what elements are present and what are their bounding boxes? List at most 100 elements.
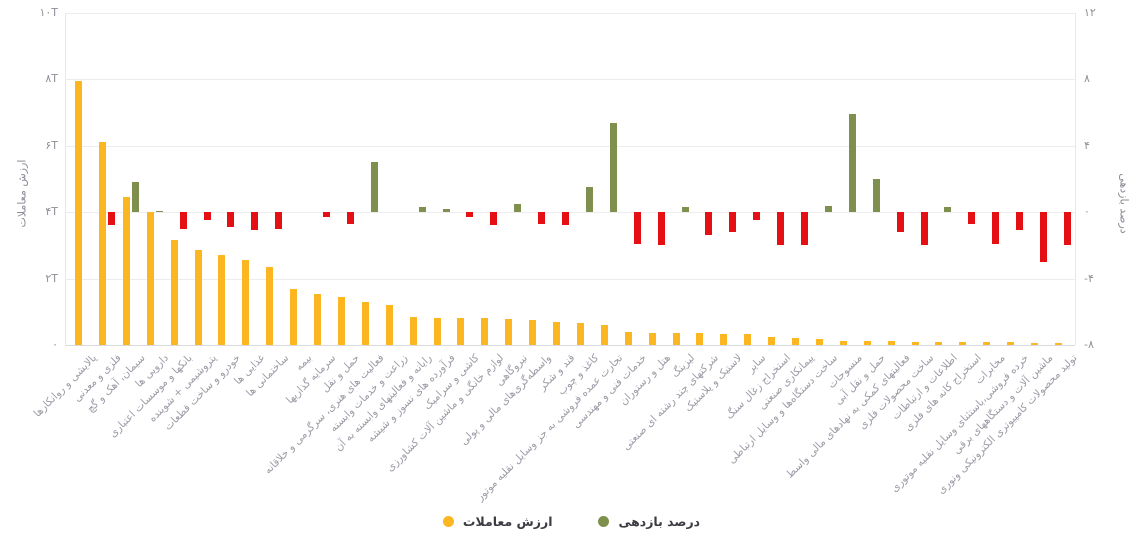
value-bar[interactable] — [290, 288, 298, 345]
value-bar[interactable] — [314, 293, 321, 345]
return-bar[interactable] — [585, 187, 593, 213]
return-bar[interactable] — [777, 212, 785, 246]
value-bar[interactable] — [1054, 343, 1062, 345]
return-bar[interactable] — [107, 212, 115, 226]
right-axis-line — [1075, 13, 1076, 345]
value-bar[interactable] — [218, 255, 226, 345]
return-bar[interactable] — [227, 212, 235, 228]
value-bar[interactable] — [194, 250, 202, 345]
value-bar[interactable] — [768, 337, 776, 345]
value-bar[interactable] — [361, 301, 369, 345]
value-bar[interactable] — [553, 321, 560, 345]
value-bar[interactable] — [720, 334, 728, 345]
return-bar[interactable] — [1063, 212, 1071, 246]
return-bar[interactable] — [442, 208, 450, 213]
return-bar[interactable] — [729, 212, 737, 233]
plot-area — [65, 13, 1075, 345]
value-bar[interactable] — [935, 341, 943, 345]
value-bar[interactable] — [1007, 342, 1015, 345]
gridline — [65, 145, 1075, 147]
gridline — [65, 278, 1075, 280]
value-bar[interactable] — [1031, 342, 1038, 345]
value-bar[interactable] — [672, 333, 680, 345]
left-axis-tick-label: ۲T — [45, 271, 58, 285]
return-bar[interactable] — [346, 212, 354, 224]
value-bar[interactable] — [409, 316, 417, 345]
return-bar[interactable] — [538, 212, 546, 224]
return-bar[interactable] — [896, 212, 904, 233]
right-axis-title: درصد بازدهی — [1117, 173, 1131, 234]
return-bar[interactable] — [753, 212, 761, 220]
value-bar[interactable] — [170, 240, 178, 345]
return-bar[interactable] — [131, 182, 139, 213]
value-bar[interactable] — [266, 266, 274, 345]
return-bar[interactable] — [323, 212, 330, 218]
value-bar[interactable] — [146, 212, 154, 345]
return-bar[interactable] — [203, 212, 211, 220]
value-bar[interactable] — [887, 341, 895, 345]
value-bar[interactable] — [337, 296, 345, 345]
value-bar[interactable] — [815, 339, 823, 345]
value-bar[interactable] — [744, 334, 752, 345]
gridline — [65, 79, 1075, 81]
value-bar[interactable] — [863, 340, 871, 345]
gridline — [65, 13, 1075, 14]
value-bar[interactable] — [433, 317, 441, 345]
return-bar[interactable] — [633, 212, 641, 244]
return-bar[interactable] — [179, 212, 187, 229]
value-bar[interactable] — [959, 342, 967, 345]
value-bar[interactable] — [911, 341, 919, 345]
legend-label: درصد بازدهی — [618, 514, 701, 529]
value-bar[interactable] — [576, 322, 584, 345]
value-bar[interactable] — [481, 318, 489, 345]
value-bar[interactable] — [457, 318, 465, 345]
return-bar[interactable] — [514, 203, 522, 213]
return-bar[interactable] — [1016, 212, 1024, 231]
right-axis-tick-label: -۴ — [1084, 271, 1094, 285]
value-bar[interactable] — [505, 319, 513, 345]
legend-item-trade-value[interactable]: ارزش معاملات — [442, 514, 552, 529]
value-bar[interactable] — [529, 320, 537, 345]
value-bar[interactable] — [98, 142, 106, 345]
return-bar[interactable] — [418, 207, 426, 213]
value-bar[interactable] — [624, 331, 632, 345]
left-axis-tick-label: ۶T — [45, 138, 58, 152]
value-bar[interactable] — [122, 197, 130, 345]
return-bar[interactable] — [466, 212, 474, 218]
return-bar[interactable] — [657, 212, 665, 246]
value-bar[interactable] — [696, 333, 704, 345]
return-bar[interactable] — [705, 212, 713, 236]
left-axis-title: ارزش معاملات — [15, 159, 29, 228]
value-bar[interactable] — [792, 338, 799, 345]
legend-item-return-percent[interactable]: درصد بازدهی — [598, 514, 700, 529]
return-bar[interactable] — [275, 212, 283, 229]
value-bar[interactable] — [75, 81, 82, 345]
value-bar[interactable] — [242, 260, 250, 345]
return-bar[interactable] — [992, 212, 1000, 244]
return-bar[interactable] — [370, 162, 378, 213]
return-bar[interactable] — [848, 114, 856, 213]
return-bar[interactable] — [872, 179, 880, 213]
return-bar[interactable] — [562, 212, 569, 225]
value-bar[interactable] — [983, 342, 991, 345]
value-bar[interactable] — [600, 325, 608, 345]
return-bar[interactable] — [944, 207, 952, 213]
trade-value-legend-dot-icon — [442, 516, 454, 527]
return-bar[interactable] — [801, 212, 808, 245]
return-bar[interactable] — [968, 212, 976, 224]
return-bar[interactable] — [1040, 212, 1047, 262]
return-bar[interactable] — [609, 122, 617, 213]
return-bar[interactable] — [920, 212, 928, 246]
value-bar[interactable] — [385, 305, 393, 345]
left-axis-tick-label: ۱۰T — [39, 6, 58, 19]
return-percent-legend-dot-icon — [598, 516, 610, 527]
legend: ارزش معاملات درصد بازدهی — [0, 514, 1143, 529]
value-bar[interactable] — [839, 340, 847, 345]
return-bar[interactable] — [155, 210, 163, 213]
return-bar[interactable] — [490, 212, 498, 225]
return-bar[interactable] — [681, 207, 689, 213]
return-bar[interactable] — [824, 205, 832, 213]
value-bar[interactable] — [648, 333, 656, 345]
return-bar[interactable] — [251, 212, 259, 231]
